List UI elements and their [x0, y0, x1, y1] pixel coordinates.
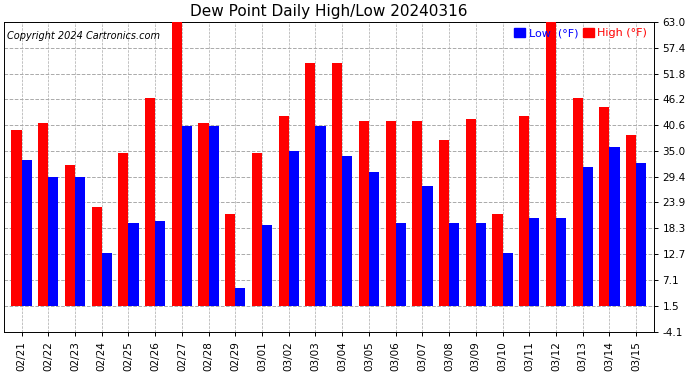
Bar	[546, 22, 556, 306]
Bar	[519, 117, 529, 306]
Title: Dew Point Daily High/Low 20240316: Dew Point Daily High/Low 20240316	[190, 4, 468, 19]
Bar	[182, 126, 192, 306]
Bar	[92, 207, 101, 306]
Bar	[466, 119, 476, 306]
Bar	[502, 253, 513, 306]
Bar	[21, 160, 32, 306]
Bar	[626, 135, 636, 306]
Bar	[65, 165, 75, 306]
Bar	[75, 177, 85, 306]
Bar	[38, 123, 48, 306]
Bar	[262, 225, 273, 306]
Bar	[199, 123, 208, 306]
Bar	[48, 177, 59, 306]
Bar	[600, 107, 609, 306]
Bar	[342, 156, 353, 306]
Bar	[493, 214, 502, 306]
Bar	[225, 214, 235, 306]
Bar	[279, 117, 289, 306]
Bar	[155, 220, 166, 306]
Bar	[315, 126, 326, 306]
Bar	[208, 126, 219, 306]
Bar	[101, 253, 112, 306]
Bar	[449, 223, 460, 306]
Bar	[386, 121, 395, 306]
Bar	[11, 130, 21, 306]
Bar	[145, 98, 155, 306]
Bar	[118, 153, 128, 306]
Legend: Low  (°F), High (°F): Low (°F), High (°F)	[513, 27, 648, 40]
Bar	[172, 17, 182, 306]
Bar	[529, 218, 540, 306]
Bar	[573, 98, 583, 306]
Bar	[583, 167, 593, 306]
Bar	[306, 63, 315, 306]
Bar	[128, 223, 139, 306]
Bar	[476, 223, 486, 306]
Bar	[556, 218, 566, 306]
Bar	[332, 63, 342, 306]
Bar	[289, 151, 299, 306]
Bar	[369, 172, 379, 306]
Bar	[412, 121, 422, 306]
Bar	[636, 163, 647, 306]
Bar	[422, 186, 433, 306]
Bar	[252, 153, 262, 306]
Bar	[235, 288, 246, 306]
Bar	[439, 140, 449, 306]
Bar	[359, 121, 369, 306]
Bar	[395, 223, 406, 306]
Text: Copyright 2024 Cartronics.com: Copyright 2024 Cartronics.com	[8, 31, 160, 41]
Bar	[609, 147, 620, 306]
